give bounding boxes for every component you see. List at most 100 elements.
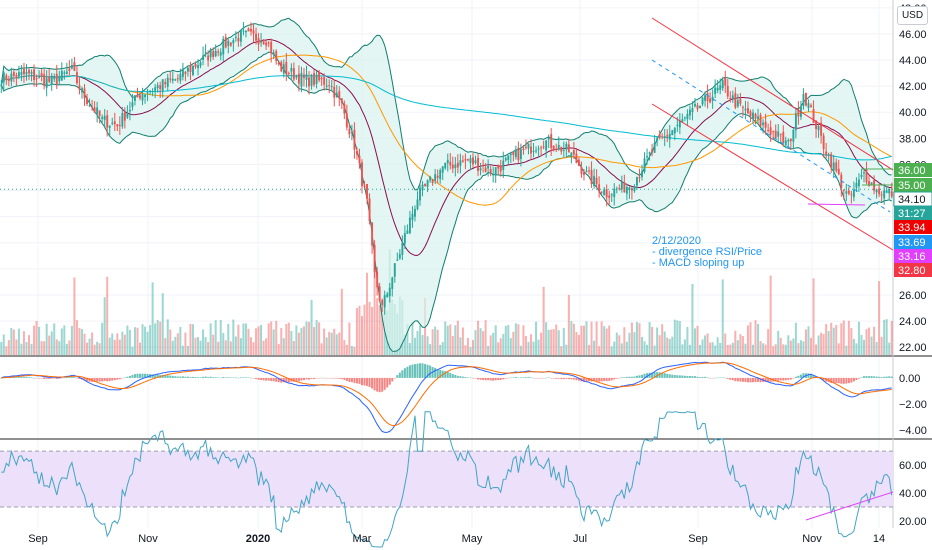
macd-histogram-bar xyxy=(22,376,25,378)
candle-body xyxy=(451,164,454,169)
candle-body xyxy=(721,80,724,89)
volume-bar xyxy=(229,341,232,355)
candle-body xyxy=(555,148,558,151)
currency-button[interactable]: USD xyxy=(897,6,928,25)
macd-histogram-bar xyxy=(416,363,419,378)
macd-histogram-bar xyxy=(176,376,179,378)
candle-body xyxy=(802,94,805,106)
macd-histogram-bar xyxy=(53,377,56,379)
volume-bar xyxy=(179,326,182,355)
candle-body xyxy=(779,133,782,135)
macd-histogram-bar xyxy=(615,377,618,379)
candle-body xyxy=(358,155,361,164)
macd-histogram-bar xyxy=(161,374,164,378)
volume-bar xyxy=(80,329,83,355)
macd-histogram-bar xyxy=(217,377,220,378)
macd-histogram-bar xyxy=(131,375,134,378)
candle-body xyxy=(610,194,613,196)
candle-body xyxy=(108,125,111,128)
candle-body xyxy=(234,36,237,39)
volume-bar xyxy=(93,344,96,355)
candle-body xyxy=(33,69,36,81)
candle-body xyxy=(118,125,121,127)
volume-bar xyxy=(50,331,53,355)
volume-bar xyxy=(767,329,770,355)
candle-body xyxy=(752,112,754,119)
bollinger-basis xyxy=(0,38,892,256)
volume-bar xyxy=(348,322,351,355)
macd-histogram-bar xyxy=(746,377,749,383)
macd-histogram-bar xyxy=(128,376,131,378)
volume-bar xyxy=(787,335,790,355)
volume-bar xyxy=(469,346,472,355)
macd-histogram-bar xyxy=(605,377,608,382)
candle-body xyxy=(35,78,38,80)
candle-body xyxy=(842,189,845,191)
macd-histogram-bar xyxy=(224,377,227,378)
volume-bar xyxy=(709,342,712,355)
volume-bar xyxy=(620,343,623,355)
macd-histogram-bar xyxy=(282,377,285,383)
volume-bar xyxy=(249,337,253,355)
candle-body xyxy=(797,110,800,117)
volume-bar xyxy=(217,341,220,355)
volume-bar xyxy=(53,323,56,355)
volume-bar xyxy=(204,337,207,355)
candle-body xyxy=(880,194,883,196)
volume-bar xyxy=(118,339,121,355)
macd-histogram-bar xyxy=(885,376,888,378)
candle-body xyxy=(550,134,553,149)
candle-body xyxy=(197,65,199,69)
volume-bar xyxy=(123,334,126,355)
macd-histogram-bar xyxy=(371,377,374,389)
volume-bar xyxy=(643,341,646,355)
macd-histogram-bar xyxy=(625,376,628,378)
candle-body xyxy=(774,130,777,139)
volume-bar xyxy=(567,294,570,355)
macd-histogram-bar xyxy=(111,377,114,381)
macd-histogram-bar xyxy=(529,377,533,379)
candle-body xyxy=(366,183,368,199)
macd-histogram-bar xyxy=(741,377,744,382)
candle-body xyxy=(441,166,444,173)
candle-body xyxy=(479,168,482,171)
candle-body xyxy=(618,188,621,190)
volume-bar xyxy=(769,275,772,355)
volume-bar xyxy=(497,342,500,355)
volume-bar xyxy=(219,320,222,355)
macd-histogram-bar xyxy=(512,377,515,378)
candle-body xyxy=(0,84,3,86)
macd-histogram-bar xyxy=(300,377,303,381)
macd-histogram-bar xyxy=(719,377,722,379)
price-tag-label: 31:27 xyxy=(898,208,926,220)
candle-body xyxy=(325,85,328,87)
candle-body xyxy=(746,108,749,114)
volume-bar xyxy=(373,255,376,355)
volume-bar xyxy=(174,336,177,355)
volume-bar xyxy=(514,323,517,355)
macd-histogram-bar xyxy=(446,371,449,378)
volume-bar xyxy=(593,340,596,355)
macd-histogram-bar xyxy=(413,364,416,378)
volume-bar xyxy=(98,343,101,355)
price-tag-label: 32.80 xyxy=(898,265,926,277)
macd-histogram-bar xyxy=(454,374,457,378)
macd-histogram-bar xyxy=(572,377,575,380)
macd-histogram-bar xyxy=(873,376,876,378)
candle-body xyxy=(474,160,477,163)
macd-histogram-bar xyxy=(542,377,545,379)
macd-histogram-bar xyxy=(451,374,454,378)
volume-bar xyxy=(830,322,833,355)
macd-histogram-bar xyxy=(643,373,646,378)
candle-body xyxy=(381,299,384,306)
candle-body xyxy=(769,127,772,135)
macd-histogram-bar xyxy=(360,377,364,386)
volume-bar xyxy=(68,340,71,355)
macd-histogram-bar xyxy=(320,377,323,379)
macd-histogram-bar xyxy=(852,377,855,382)
volume-bar xyxy=(499,338,502,355)
candle-body xyxy=(656,137,659,141)
macd-histogram-bar xyxy=(714,377,717,379)
volume-bar xyxy=(416,330,419,355)
